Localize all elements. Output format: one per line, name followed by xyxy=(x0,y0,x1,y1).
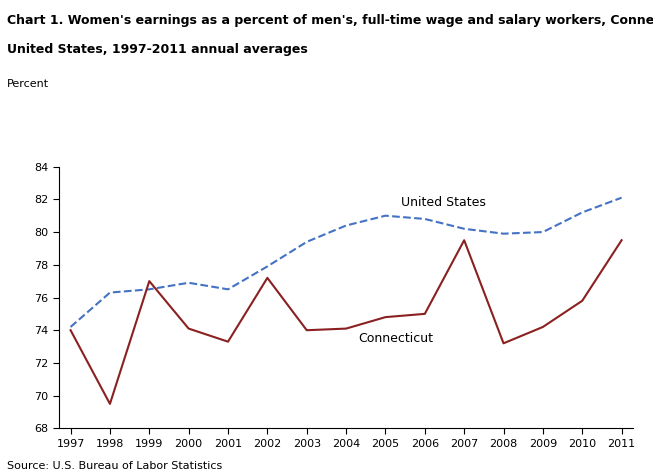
Text: Percent: Percent xyxy=(7,79,49,89)
Text: Source: U.S. Bureau of Labor Statistics: Source: U.S. Bureau of Labor Statistics xyxy=(7,461,222,471)
Text: Chart 1. Women's earnings as a percent of men's, full-time wage and salary worke: Chart 1. Women's earnings as a percent o… xyxy=(7,14,653,27)
Text: United States, 1997-2011 annual averages: United States, 1997-2011 annual averages xyxy=(7,43,308,56)
Text: Connecticut: Connecticut xyxy=(358,332,433,345)
Text: United States: United States xyxy=(401,196,486,209)
